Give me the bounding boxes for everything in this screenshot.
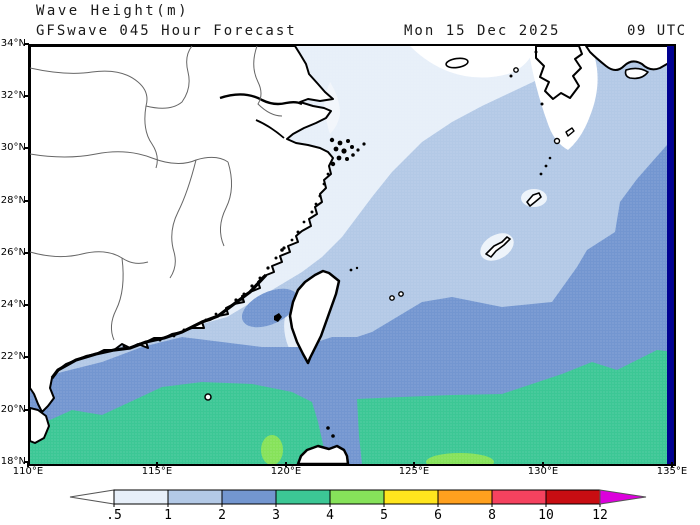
jeju-island xyxy=(445,57,469,69)
dongsha-atoll xyxy=(204,393,212,401)
lat-tick xyxy=(24,356,29,358)
colorbar-segment-4 xyxy=(329,489,385,505)
ishigaki-island xyxy=(389,295,395,301)
miyako-island xyxy=(398,291,404,297)
colorbar-segment-7 xyxy=(491,489,547,505)
colorbar-svg: .5 1 2 3 4 5 6 8 10 12 xyxy=(69,489,647,523)
lat-label-6: 22°N xyxy=(0,351,26,362)
lat-label-0: 34°N xyxy=(0,38,26,49)
amami-island xyxy=(526,192,542,207)
lat-label-7: 20°N xyxy=(0,404,26,415)
lon-tick xyxy=(27,462,29,467)
lat-tick xyxy=(24,304,29,306)
land-group xyxy=(30,46,674,464)
lat-tick xyxy=(24,461,29,463)
map-canvas xyxy=(28,44,676,466)
colorbar-segment-1 xyxy=(167,489,223,505)
colorbar-value-3: 3 xyxy=(272,508,280,523)
colorbar-value-5: 5 xyxy=(380,508,388,523)
lon-label-0: 110°E xyxy=(12,466,44,477)
lon-label-4: 130°E xyxy=(527,466,559,477)
colorbar-arrow xyxy=(599,489,647,505)
south-china-coast-thick xyxy=(50,273,268,379)
lon-label-2: 120°E xyxy=(270,466,302,477)
tanegashima-island xyxy=(565,127,575,137)
hainan-island xyxy=(30,407,50,444)
shikoku-blob xyxy=(624,67,649,80)
islet-specks xyxy=(122,50,552,438)
rivers xyxy=(219,93,303,139)
lon-label-5: 135°E xyxy=(656,466,688,477)
lon-tick xyxy=(285,462,287,467)
colorbar-segment-0 xyxy=(113,489,169,505)
colorbar: .5 1 2 3 4 5 6 8 10 12 xyxy=(62,486,662,525)
lat-tick xyxy=(24,409,29,411)
honshu-corner xyxy=(585,46,674,71)
okinawa-island xyxy=(485,236,511,258)
lat-tick xyxy=(24,95,29,97)
lon-label-1: 115°E xyxy=(141,466,173,477)
colorbar-value-7: 8 xyxy=(488,508,496,523)
colorbar-segment-3 xyxy=(275,489,331,505)
luzon-island xyxy=(296,444,350,464)
colorbar-value-2: 2 xyxy=(218,508,226,523)
lat-label-3: 28°N xyxy=(0,195,26,206)
lon-tick xyxy=(413,462,415,467)
colorbar-value-1: 1 xyxy=(164,508,172,523)
lon-tick xyxy=(156,462,158,467)
lat-label-4: 26°N xyxy=(0,247,26,258)
colorbar-value-8: 10 xyxy=(538,508,554,523)
colorbar-segment-5 xyxy=(383,489,439,505)
colorbar-value-0: .5 xyxy=(106,508,122,523)
valid-date: Mon 15 Dec 2025 xyxy=(404,23,561,39)
lat-label-8: 18°N xyxy=(0,456,26,467)
colorbar-value-9: 12 xyxy=(592,508,608,523)
right-edge-bar xyxy=(667,46,674,464)
lon-tick xyxy=(542,462,544,467)
lat-label-2: 30°N xyxy=(0,142,26,153)
colorbar-value-4: 4 xyxy=(326,508,334,523)
lon-tick xyxy=(671,462,673,467)
colorbar-segment-2 xyxy=(221,489,277,505)
lat-tick xyxy=(24,200,29,202)
lat-label-5: 24°N xyxy=(0,299,26,310)
province-borders xyxy=(30,46,283,341)
kyushu-island xyxy=(535,46,583,100)
model-forecast-label: GFSwave 045 Hour Forecast xyxy=(36,23,297,39)
lat-tick xyxy=(24,43,29,45)
lat-tick xyxy=(24,147,29,149)
page-title: Wave Height(m) xyxy=(36,3,190,19)
colorbar-segment-6 xyxy=(437,489,493,505)
goto-island xyxy=(513,67,519,73)
colorbar-segment-8 xyxy=(545,489,601,505)
taiwan-island xyxy=(288,269,341,365)
lon-label-3: 125°E xyxy=(398,466,430,477)
colorbar-arrow xyxy=(69,489,115,505)
colorbar-value-6: 6 xyxy=(434,508,442,523)
valid-time: 09 UTC xyxy=(627,23,687,39)
wave-height-map xyxy=(30,46,674,464)
lat-tick xyxy=(24,252,29,254)
lat-label-1: 32°N xyxy=(0,90,26,101)
yakushima-island xyxy=(553,137,561,145)
